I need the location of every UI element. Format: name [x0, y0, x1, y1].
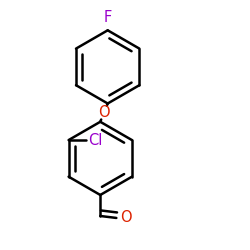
Text: O: O	[98, 105, 110, 120]
Text: Cl: Cl	[88, 132, 102, 148]
Text: F: F	[104, 10, 112, 25]
Text: O: O	[120, 210, 132, 226]
